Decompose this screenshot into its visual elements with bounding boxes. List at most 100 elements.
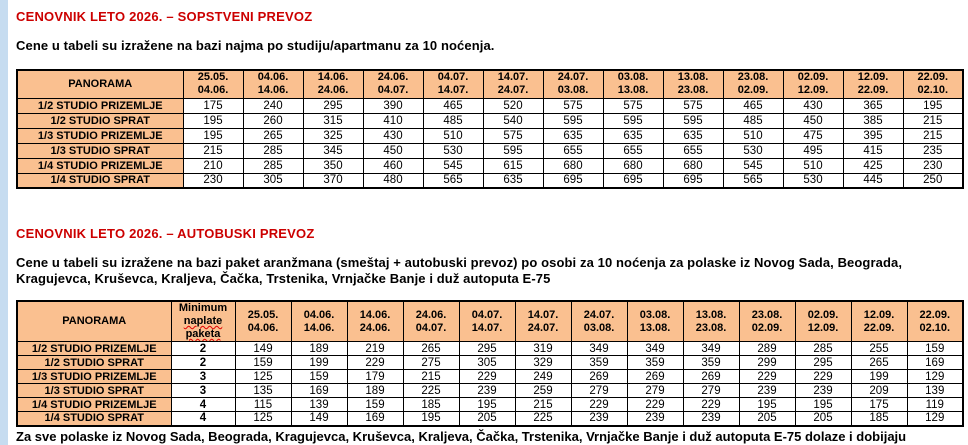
price-cell: 530	[422, 142, 484, 159]
price-cell: 250	[902, 172, 964, 189]
column-header-date: 03.08. 13.08.	[626, 300, 684, 342]
table-row: 1/4 STUDIO SPRAT 230 305 370 480 565 635 695 695…	[16, 172, 964, 189]
price-cell: 239	[570, 411, 628, 426]
price-cell: 305	[242, 172, 304, 189]
column-header-date: 12.09. 22.09.	[850, 300, 908, 342]
table-row: 1/2 STUDIO SPRAT 2 159 199 229 275 305 329 359 35…	[16, 355, 964, 370]
price-cell: 350	[302, 157, 364, 174]
price-cell: 260	[242, 112, 304, 129]
price-cell: 225	[402, 383, 460, 398]
price-cell: 219	[346, 341, 404, 356]
price-cell: 370	[302, 172, 364, 189]
column-header-date: 23.08. 02.09.	[722, 69, 784, 99]
price-cell: 415	[842, 142, 904, 159]
price-cell: 595	[542, 112, 604, 129]
price-cell: 575	[542, 97, 604, 114]
price-cell: 235	[902, 142, 964, 159]
price-cell: 359	[570, 355, 628, 370]
minimum-value: 2	[170, 341, 236, 356]
price-cell: 575	[662, 97, 724, 114]
price-cell: 269	[626, 369, 684, 384]
price-cell: 229	[626, 397, 684, 412]
price-cell: 295	[458, 341, 516, 356]
price-cell: 159	[234, 355, 292, 370]
table-row: 1/2 STUDIO SPRAT 195 260 315 410 485 540 595 595…	[16, 112, 964, 129]
column-header-date: 14.07. 24.07.	[514, 300, 572, 342]
price-cell: 269	[570, 369, 628, 384]
price-cell: 229	[458, 369, 516, 384]
price-cell: 545	[422, 157, 484, 174]
price-cell: 530	[722, 142, 784, 159]
price-cell: 349	[682, 341, 740, 356]
price-cell: 229	[570, 397, 628, 412]
price-cell: 485	[422, 112, 484, 129]
price-cell: 635	[482, 172, 544, 189]
price-cell: 655	[662, 142, 724, 159]
price-cell: 595	[662, 112, 724, 129]
price-cell: 139	[906, 383, 964, 398]
price-cell: 239	[458, 383, 516, 398]
price-cell: 199	[290, 355, 348, 370]
price-cell: 195	[182, 112, 244, 129]
price-cell: 279	[570, 383, 628, 398]
price-cell: 215	[182, 142, 244, 159]
price-cell: 240	[242, 97, 304, 114]
price-cell: 425	[842, 157, 904, 174]
price-cell: 215	[402, 369, 460, 384]
price-cell: 159	[346, 397, 404, 412]
price-cell: 239	[738, 383, 796, 398]
column-header-panorama: PANORAMA	[16, 69, 184, 99]
column-header-minimum: Minimum naplate paketa	[170, 300, 236, 342]
price-cell: 680	[662, 157, 724, 174]
column-header-date: 22.09. 02.10.	[906, 300, 964, 342]
column-header-date: 02.09. 12.09.	[782, 69, 844, 99]
price-cell: 179	[346, 369, 404, 384]
price-cell: 325	[302, 127, 364, 144]
price-cell: 139	[290, 397, 348, 412]
price-cell: 510	[722, 127, 784, 144]
price-cell: 275	[402, 355, 460, 370]
column-header-date: 12.09. 22.09.	[842, 69, 904, 99]
price-cell: 135	[234, 383, 292, 398]
price-cell: 115	[234, 397, 292, 412]
row-label: 1/3 STUDIO PRIZEMLJE	[16, 369, 172, 384]
column-header-date: 14.06. 24.06.	[346, 300, 404, 342]
price-cell: 239	[794, 383, 852, 398]
price-cell: 385	[842, 112, 904, 129]
price-cell: 359	[682, 355, 740, 370]
price-cell: 445	[842, 172, 904, 189]
section1-title: CENOVNIK LETO 2026. – SOPSTVENI PREVOZ	[16, 9, 313, 24]
price-cell: 390	[362, 97, 424, 114]
price-cell: 510	[422, 127, 484, 144]
table-row: 1/3 STUDIO SPRAT 3 135 169 189 225 239 259 279 27…	[16, 383, 964, 398]
price-cell: 345	[302, 142, 364, 159]
price-cell: 149	[234, 341, 292, 356]
price-cell: 465	[722, 97, 784, 114]
minimum-value: 3	[170, 383, 236, 398]
price-cell: 450	[782, 112, 844, 129]
row-label: 1/4 STUDIO SPRAT	[16, 172, 184, 189]
price-cell: 199	[850, 369, 908, 384]
column-header-date: 24.07. 03.08.	[542, 69, 604, 99]
price-cell: 695	[662, 172, 724, 189]
column-header-date: 23.08. 02.09.	[738, 300, 796, 342]
price-cell: 545	[722, 157, 784, 174]
page-left-strip	[0, 0, 8, 445]
price-cell: 475	[782, 127, 844, 144]
price-cell: 265	[402, 341, 460, 356]
section2-title: CENOVNIK LETO 2026. – AUTOBUSKI PREVOZ	[16, 226, 315, 241]
price-cell: 249	[514, 369, 572, 384]
price-cell: 575	[482, 127, 544, 144]
price-cell: 565	[422, 172, 484, 189]
price-cell: 485	[722, 112, 784, 129]
table-row: 1/3 STUDIO PRIZEMLJE 3 125 159 179 215 229 249 2…	[16, 369, 964, 384]
section1-description: Cene u tabeli su izražene na bazi najma …	[16, 38, 495, 53]
price-cell: 680	[602, 157, 664, 174]
price-cell: 410	[362, 112, 424, 129]
price-cell: 195	[902, 97, 964, 114]
price-cell: 195	[738, 397, 796, 412]
price-cell: 285	[242, 142, 304, 159]
price-table-sopstveni-prevoz: PANORAMA 25.05. 04.06. 04.06. 14.06. 14.06. 24…	[16, 69, 964, 189]
price-cell: 189	[290, 341, 348, 356]
minimum-value: 2	[170, 355, 236, 370]
